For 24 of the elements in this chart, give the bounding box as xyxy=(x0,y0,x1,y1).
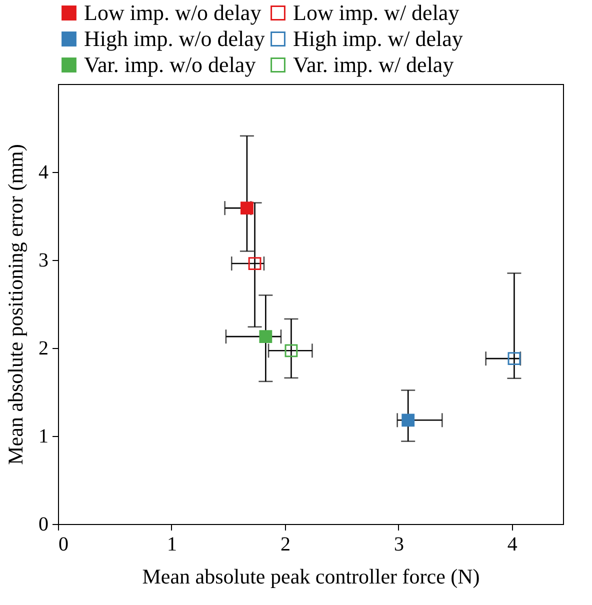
legend-label: High imp. w/o delay xyxy=(84,26,265,51)
point xyxy=(240,202,254,215)
legend-label: Low imp. w/o delay xyxy=(84,0,262,25)
y-tick-label: 3 xyxy=(38,250,48,272)
x-tick-label: 0 xyxy=(58,534,68,556)
y-tick-label: 4 xyxy=(38,162,48,184)
legend-label: Var. imp. w/o delay xyxy=(84,52,256,77)
point xyxy=(259,330,272,344)
legend-label: High imp. w/ delay xyxy=(293,26,463,51)
x-tick-label: 2 xyxy=(280,534,290,556)
point xyxy=(402,414,415,427)
legend-label: Low imp. w/ delay xyxy=(293,0,460,25)
y-tick-label: 2 xyxy=(38,338,48,360)
y-tick-label: 1 xyxy=(38,426,48,448)
y-tick-label: 0 xyxy=(38,514,48,536)
x-tick-label: 1 xyxy=(166,534,177,556)
x-axis-title: Mean absolute peak controller force (N) xyxy=(142,564,480,588)
legend-label: Var. imp. w/ delay xyxy=(293,52,454,77)
x-tick-label: 4 xyxy=(507,534,518,556)
point xyxy=(248,257,262,270)
point xyxy=(284,344,298,358)
point xyxy=(508,352,521,366)
x-tick-label: 3 xyxy=(394,534,404,556)
y-axis-title: Mean absolute positioning error (mm) xyxy=(4,144,28,465)
